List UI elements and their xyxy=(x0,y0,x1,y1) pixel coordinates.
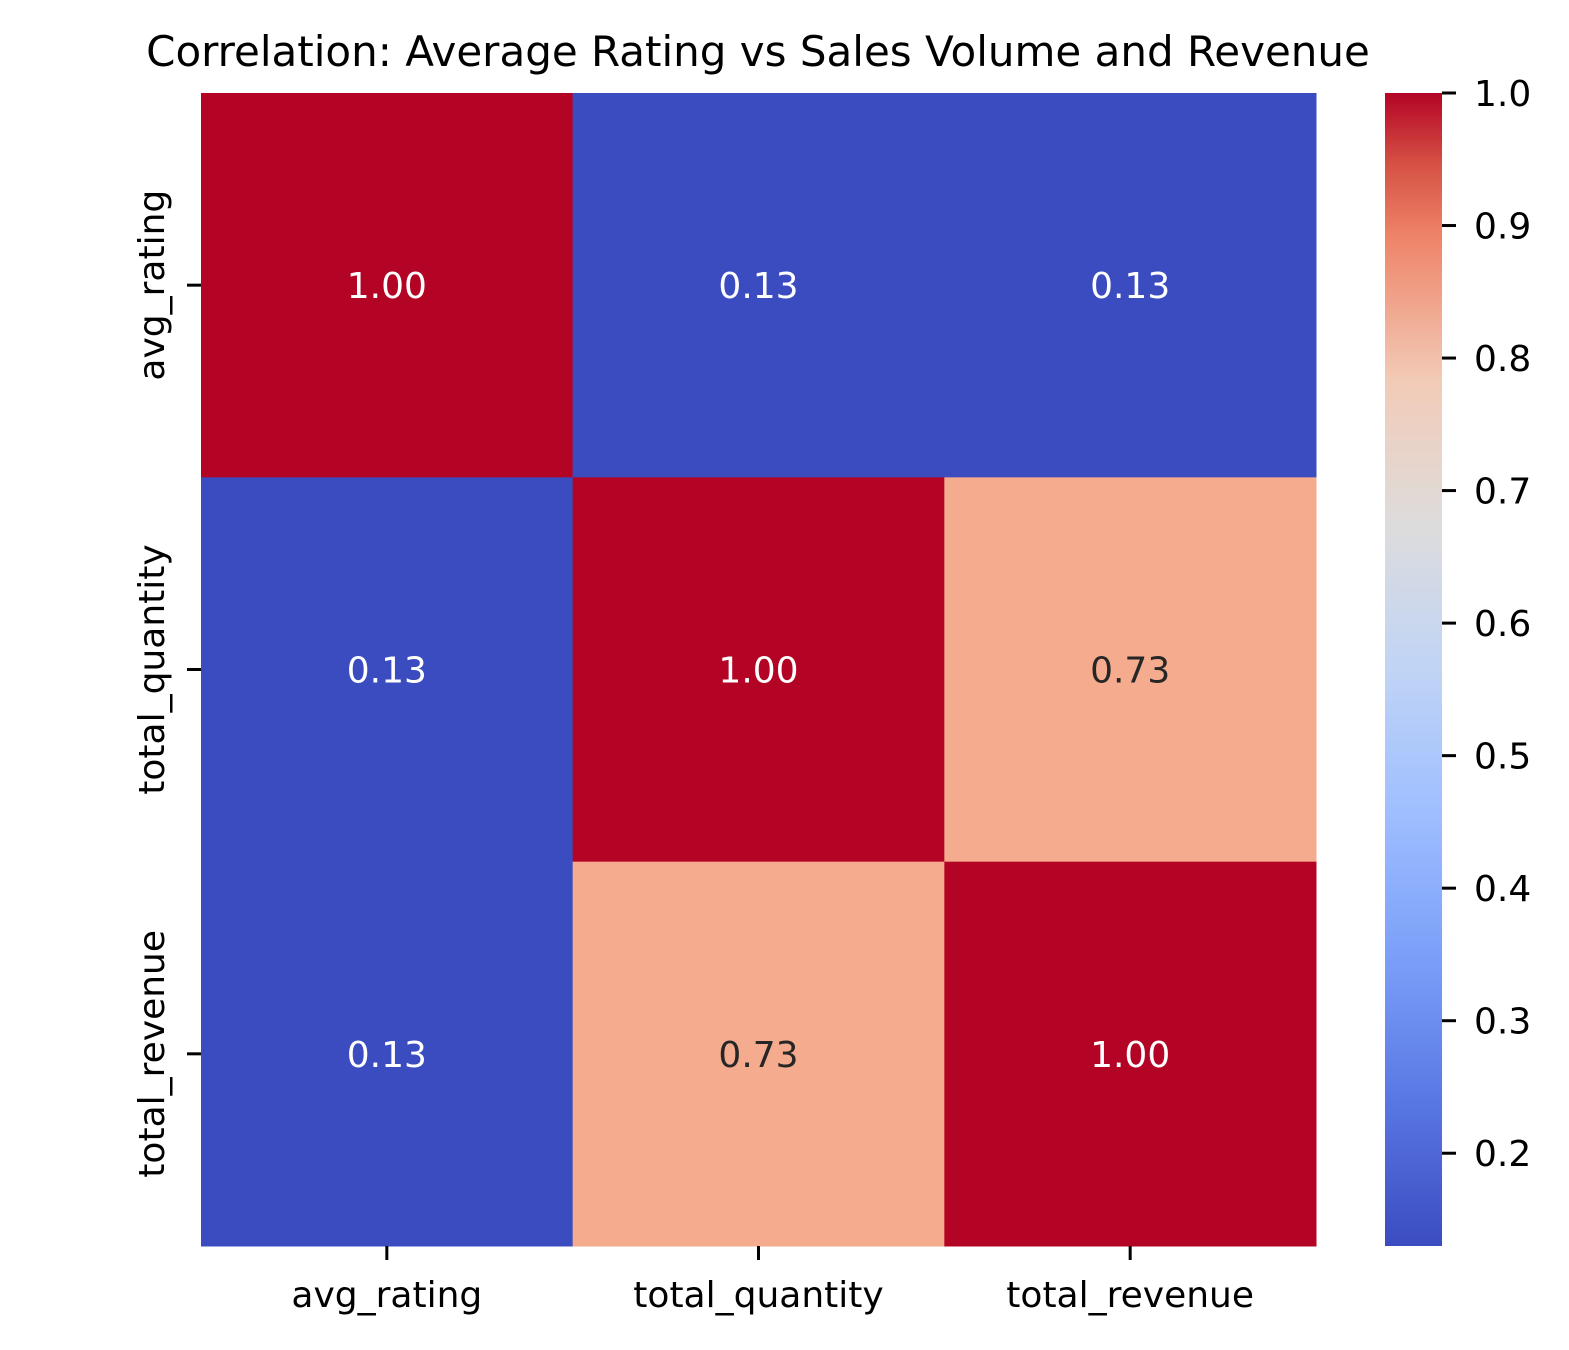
heatmap-cell-avg_rating-avg_rating xyxy=(201,93,574,478)
colorbar: 0.2 0.3 0.4 0.5 0.6 0.7 0.8 0.9 1.0 xyxy=(1385,74,1531,1246)
colorbar-tick-label: 0.2 xyxy=(1474,1134,1531,1175)
cell-label-avg_rating-total_quantity: 0.13 xyxy=(718,266,798,307)
colorbar-tick-label: 0.6 xyxy=(1474,604,1531,645)
x-tick-label-avg_rating: avg_rating xyxy=(291,1275,482,1316)
cell-label-total_quantity-total_revenue: 0.73 xyxy=(1090,651,1170,692)
heatmap-cell-avg_rating-total_quantity xyxy=(572,93,945,478)
heatmap-cell-total_revenue-total_revenue xyxy=(944,861,1317,1247)
colorbar-ticks: 0.2 0.3 0.4 0.5 0.6 0.7 0.8 0.9 1.0 xyxy=(1442,74,1531,1175)
cell-label-total_revenue-total_quantity: 0.73 xyxy=(718,1035,798,1076)
colorbar-tick-label: 0.4 xyxy=(1474,869,1531,910)
cell-label-total_revenue-avg_rating: 0.13 xyxy=(347,1035,427,1076)
colorbar-tick-label: 0.8 xyxy=(1474,339,1531,380)
y-tick-label-total_revenue: total_revenue xyxy=(132,930,173,1178)
y-axis: avg_rating total_quantity total_revenue xyxy=(132,190,201,1178)
y-tick-label-total_quantity: total_quantity xyxy=(132,544,173,794)
heatmap-cell-total_quantity-total_quantity xyxy=(572,477,945,863)
colorbar-tick-label: 0.5 xyxy=(1474,737,1531,778)
cell-label-total_quantity-total_quantity: 1.00 xyxy=(718,651,798,692)
colorbar-tick-label: 0.9 xyxy=(1474,207,1531,248)
colorbar-tick-label: 1.0 xyxy=(1474,74,1531,115)
x-tick-label-total_quantity: total_quantity xyxy=(633,1275,883,1316)
x-tick-label-total_revenue: total_revenue xyxy=(1006,1275,1254,1316)
heatmap-cell-total_revenue-avg_rating xyxy=(201,861,574,1247)
colorbar-tick-label: 0.3 xyxy=(1474,1002,1531,1043)
heatmap-cell-total_revenue-total_quantity xyxy=(572,861,945,1247)
y-tick-label-avg_rating: avg_rating xyxy=(132,190,173,381)
heatmap-cell-total_quantity-avg_rating xyxy=(201,477,574,863)
cell-label-total_revenue-total_revenue: 1.00 xyxy=(1090,1035,1170,1076)
heatmap-cell-total_quantity-total_revenue xyxy=(944,477,1317,863)
cell-label-avg_rating-avg_rating: 1.00 xyxy=(347,266,427,307)
heatmap-cell-avg_rating-total_revenue xyxy=(944,93,1317,478)
colorbar-gradient xyxy=(1385,93,1442,1246)
colorbar-tick-label: 0.7 xyxy=(1474,472,1531,513)
cell-label-avg_rating-total_revenue: 0.13 xyxy=(1090,266,1170,307)
heatmap-cell-labels: 1.00 0.13 0.13 0.13 1.00 0.73 0.13 0.73 1.00 xyxy=(347,266,1170,1076)
cell-label-total_quantity-avg_rating: 0.13 xyxy=(347,651,427,692)
x-axis: avg_rating total_quantity total_revenue xyxy=(291,1246,1254,1316)
heatmap-cells xyxy=(201,93,1317,1247)
chart-title: Correlation: Average Rating vs Sales Vol… xyxy=(146,27,1370,76)
